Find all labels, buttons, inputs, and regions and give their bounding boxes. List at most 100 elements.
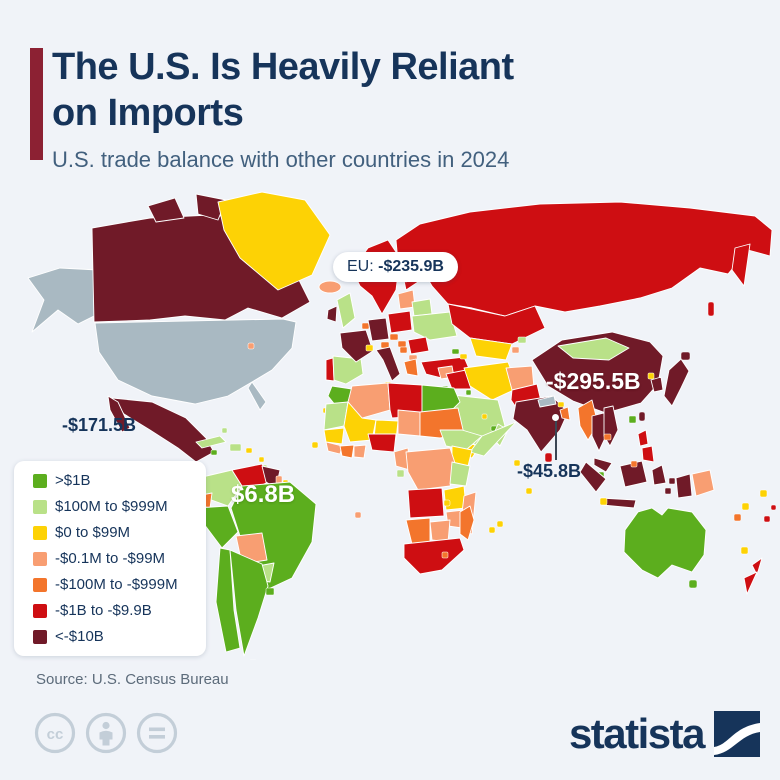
legend-swatch — [33, 525, 47, 540]
island-st-pierre — [247, 342, 255, 350]
country-lesotho — [441, 551, 449, 559]
country-ukraine — [411, 311, 458, 341]
license-icons: cc — [34, 712, 178, 754]
new-zealand-north — [751, 557, 763, 576]
country-kuwait — [465, 389, 472, 396]
annotation-brazil: $6.8B — [231, 481, 296, 508]
island-maldives — [513, 459, 521, 467]
island-antilles — [258, 456, 265, 463]
legend-swatch — [33, 551, 47, 566]
country-ivory-coast — [339, 444, 355, 459]
country-senegal — [323, 427, 345, 445]
island-reunion — [496, 520, 504, 528]
country-cambodia — [603, 433, 612, 441]
legend-item: $100M to $999M — [24, 498, 196, 515]
legend-swatch — [33, 473, 47, 488]
country-bhutan — [557, 401, 565, 408]
page-subtitle: U.S. trade balance with other countries … — [52, 146, 510, 172]
country-germany — [367, 317, 390, 342]
annotation-china: -$295.5B — [546, 368, 641, 394]
legend-label: -$0.1M to -$99M — [55, 550, 166, 567]
country-mongolia — [557, 337, 630, 361]
country-alaska — [27, 267, 103, 333]
pacific-island — [599, 497, 608, 506]
country-australia — [623, 507, 707, 579]
country-south-korea — [650, 376, 664, 393]
island-sakhalin — [707, 301, 715, 317]
island-chagos — [525, 487, 533, 495]
source-note: Source: U.S. Census Bureau — [36, 671, 229, 688]
island-mauritius — [488, 526, 496, 534]
brand[interactable]: statista — [569, 710, 760, 758]
country-taiwan — [638, 411, 646, 422]
cc-icon[interactable]: cc — [34, 712, 76, 754]
island-bahamas — [221, 427, 228, 434]
legend-item: <-$10B — [24, 628, 196, 645]
world-map — [0, 190, 780, 660]
indonesia-sumatra — [579, 461, 607, 493]
country-thailand — [591, 412, 607, 452]
country-iran — [463, 361, 519, 401]
legend-item: $0 to $99M — [24, 524, 196, 541]
country-somalia — [469, 421, 517, 457]
country-papua-new-guinea — [691, 469, 715, 497]
legend-item: -$100M to -$999M — [24, 576, 196, 593]
cc-attribution-icon[interactable] — [85, 712, 127, 754]
indonesia-moluccas — [664, 487, 672, 495]
statista-logo-icon — [714, 711, 760, 757]
country-sri-lanka — [544, 452, 553, 463]
japan-hokkaido — [680, 351, 691, 361]
country-russia — [395, 201, 773, 317]
country-south-africa — [403, 537, 465, 575]
country-qatar — [481, 413, 488, 420]
south-asia — [505, 365, 571, 495]
brand-wordmark: statista — [568, 710, 706, 757]
southeast-asia — [577, 399, 715, 509]
country-georgia — [451, 348, 460, 355]
country-guinea — [325, 441, 343, 455]
country-malaysia — [593, 457, 613, 473]
page-title: The U.S. Is Heavily Reliant on Imports — [52, 44, 750, 137]
pacific-island — [733, 513, 742, 522]
country-romania — [407, 336, 430, 355]
annotation-india: -$45.8B — [517, 461, 582, 481]
island-comoros — [443, 499, 451, 507]
country-uk — [336, 292, 356, 329]
legend-label: >$1B — [55, 472, 91, 489]
country-chad — [397, 409, 421, 437]
header: The U.S. Is Heavily Reliant on Imports U.… — [30, 44, 750, 173]
legend-label: <-$10B — [55, 628, 104, 645]
country-poland — [387, 310, 413, 334]
country-serbia — [399, 346, 408, 354]
country-nepal — [537, 395, 557, 408]
country-benelux — [361, 322, 370, 330]
country-kazakhstan — [447, 303, 546, 345]
indonesia-papua — [675, 473, 693, 499]
pacific-island — [770, 504, 777, 511]
country-ethiopia — [439, 429, 483, 451]
middle-east — [437, 361, 519, 459]
annotation-india-pointer-line — [555, 420, 557, 460]
title-line-1: The U.S. Is Heavily Reliant — [52, 46, 514, 88]
russia-kamchatka — [731, 243, 751, 287]
country-uzbekistan-turkmenistan — [469, 337, 513, 361]
annotation-mexico: -$171.5B — [62, 415, 137, 435]
annotation-india-anchor-dot — [552, 414, 559, 421]
east-asia — [531, 331, 691, 424]
hong-kong — [628, 415, 637, 424]
mexico-baja — [107, 395, 131, 433]
country-tanzania — [449, 461, 471, 487]
annotation-eu-value: -$235.9B — [378, 258, 444, 275]
indonesia-sulawesi — [651, 464, 667, 486]
annotation-eu-prefix: EU: — [347, 258, 379, 275]
legend-swatch — [33, 499, 47, 514]
russia-central-asia — [395, 201, 773, 361]
country-belarus — [411, 298, 433, 317]
country-iceland — [318, 280, 342, 294]
cc-nd-icon[interactable] — [136, 712, 178, 754]
svg-text:cc: cc — [47, 726, 64, 743]
legend-swatch — [33, 629, 47, 644]
legend-label: $0 to $99M — [55, 524, 131, 541]
country-portugal — [325, 357, 335, 382]
country-greece — [403, 358, 419, 377]
